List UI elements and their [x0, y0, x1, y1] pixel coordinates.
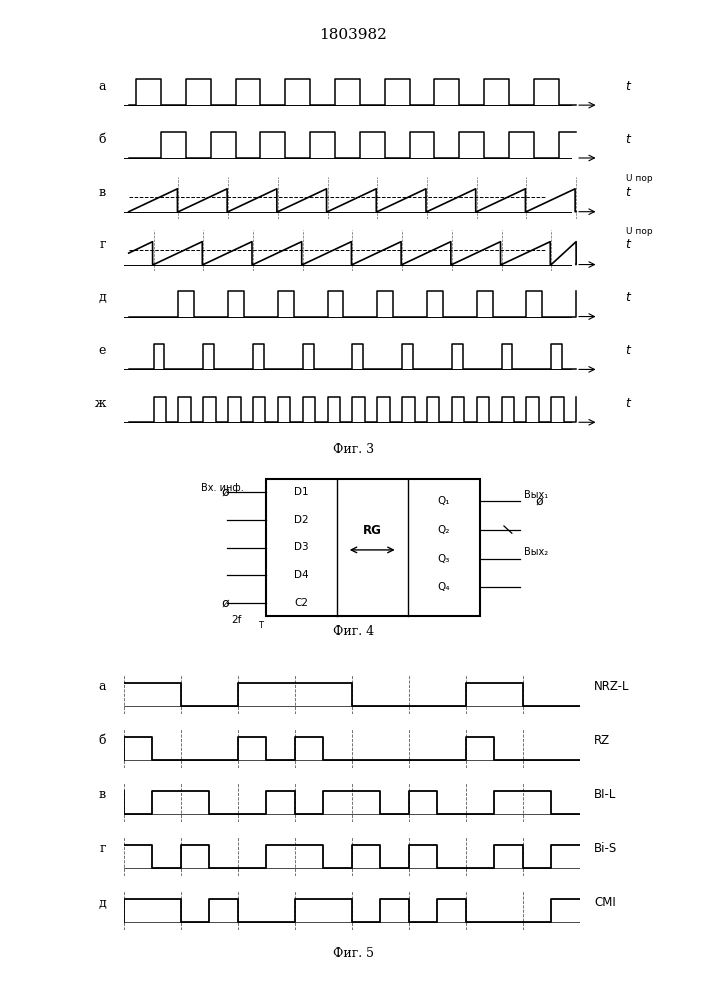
Text: в: в — [99, 788, 106, 802]
Text: Фиг. 5: Фиг. 5 — [333, 947, 374, 960]
Text: T: T — [259, 621, 264, 630]
Text: г: г — [100, 238, 106, 251]
Text: Фиг. 3: Фиг. 3 — [333, 443, 374, 456]
Text: в: в — [99, 186, 106, 199]
Text: RZ: RZ — [594, 734, 610, 748]
Text: U пор: U пор — [626, 227, 653, 236]
Text: 2f: 2f — [230, 615, 241, 625]
Text: t: t — [626, 80, 631, 93]
Text: а: а — [98, 681, 106, 694]
Text: ø: ø — [221, 486, 228, 499]
Text: BI-L: BI-L — [594, 788, 617, 802]
Text: Q₃: Q₃ — [438, 554, 450, 564]
Text: е: е — [99, 344, 106, 357]
Text: U пор: U пор — [626, 174, 653, 183]
Bar — [267, 479, 480, 616]
Text: NRZ-L: NRZ-L — [594, 681, 629, 694]
Text: д: д — [98, 896, 106, 910]
Text: t: t — [626, 344, 631, 357]
Text: D1: D1 — [294, 487, 309, 497]
Text: а: а — [98, 80, 106, 93]
Text: Вх. инф.: Вх. инф. — [201, 483, 244, 493]
Text: Q₁: Q₁ — [438, 496, 450, 506]
Text: Вых₁: Вых₁ — [524, 490, 548, 500]
Text: t: t — [626, 133, 631, 146]
Text: D2: D2 — [294, 515, 309, 525]
Text: ж: ж — [95, 397, 106, 410]
Text: D3: D3 — [294, 542, 309, 552]
Text: Вых₂: Вых₂ — [524, 547, 548, 557]
Text: t: t — [626, 238, 631, 251]
Text: t: t — [626, 186, 631, 199]
Text: Фиг. 4: Фиг. 4 — [333, 625, 374, 638]
Text: RG: RG — [363, 524, 382, 537]
Text: Q₂: Q₂ — [438, 525, 450, 535]
Text: Q₄: Q₄ — [438, 582, 450, 592]
Text: ø: ø — [536, 494, 543, 507]
Text: CMI: CMI — [594, 896, 616, 910]
Text: t: t — [626, 291, 631, 304]
Text: Bi-S: Bi-S — [594, 842, 617, 856]
Text: ø: ø — [221, 596, 228, 609]
Text: г: г — [100, 842, 106, 856]
Text: 1803982: 1803982 — [320, 28, 387, 42]
Text: D4: D4 — [294, 570, 309, 580]
Text: t: t — [626, 397, 631, 410]
Text: д: д — [98, 291, 106, 304]
Text: б: б — [98, 734, 106, 748]
Text: C2: C2 — [295, 598, 309, 608]
Text: б: б — [98, 133, 106, 146]
